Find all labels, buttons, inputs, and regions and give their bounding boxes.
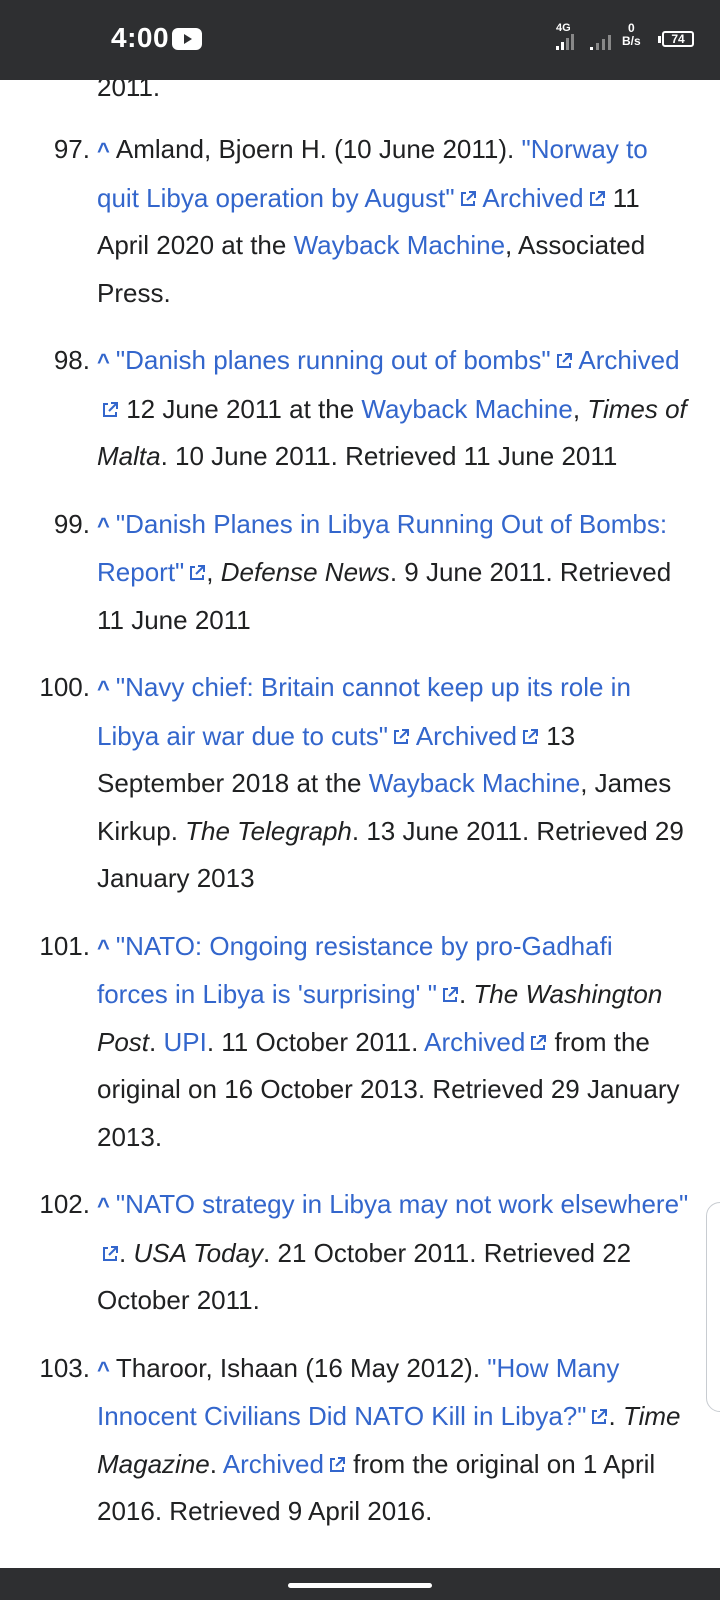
reference-link[interactable]: "Norway to quit Libya operation by Augus… [97, 134, 648, 213]
reference-text: 12 June 2011 at the [119, 393, 362, 424]
reference-link[interactable]: "NATO strategy in Libya may not work els… [115, 1189, 689, 1219]
home-gesture-bar[interactable] [288, 1583, 432, 1588]
reference-text: . 21 October 2011. Retrieved 22 October … [97, 1237, 632, 1316]
reference-text: , [206, 557, 221, 587]
network-speed-unit: B/s [622, 34, 641, 48]
external-link-icon[interactable] [590, 1394, 608, 1424]
reference-link[interactable]: Archived [222, 1448, 324, 1479]
reference-link[interactable]: "Navy chief: Britain cannot keep up its … [97, 672, 631, 751]
reference-item: 101. ^ "NATO: Ongoing resistance by pro-Ga… [0, 923, 720, 1162]
reference-text: . [149, 1026, 164, 1057]
reference-text: . [458, 979, 474, 1009]
backlink-caret[interactable]: ^ [97, 1356, 110, 1382]
reference-number: 98. [53, 345, 90, 375]
battery-level: 74 [671, 32, 685, 46]
reference-text: The Washington Post [97, 979, 663, 1057]
reference-text: Amland, Bjoern H. (10 June 2011). [115, 134, 522, 164]
reference-item: 100. ^ "Navy chief: Britain cannot keep up… [0, 664, 720, 903]
reference-text: , Associated Press. [97, 230, 646, 308]
navigation-bar [0, 1568, 720, 1600]
backlink-caret[interactable]: ^ [97, 349, 110, 374]
reference-link[interactable]: UPI [163, 1026, 207, 1057]
external-link-icon[interactable] [588, 176, 606, 206]
reference-link[interactable]: "Danish planes running out of bombs" [115, 345, 551, 375]
reference-number: 101. [39, 930, 90, 961]
external-link-icon[interactable] [529, 1020, 547, 1050]
status-time: 4:00 [111, 22, 170, 53]
backlink-caret[interactable]: ^ [97, 676, 110, 701]
reference-text: Tharoor, Ishaan (16 May 2012). [115, 1352, 488, 1383]
reference-number: 99. [53, 508, 90, 539]
backlink-caret[interactable]: ^ [97, 1193, 110, 1218]
external-link-icon[interactable] [101, 387, 119, 417]
reference-link[interactable]: Archived [578, 345, 680, 375]
external-link-icon[interactable] [101, 1231, 119, 1261]
reference-text: . [209, 1448, 223, 1479]
network-speed: 0 B/s [622, 22, 641, 48]
reference-text: . 13 June 2011. Retrieved 29 January 201… [97, 815, 684, 894]
external-link-icon[interactable] [328, 1442, 346, 1472]
reference-link[interactable]: Wayback Machine [361, 393, 573, 424]
battery-icon: 74 [662, 31, 694, 47]
reference-link[interactable]: Archived [415, 720, 517, 751]
reference-text: . 10 June 2011. Retrieved 11 June 2011 [160, 441, 618, 471]
reference-text: . [608, 1401, 623, 1431]
reference-text: USA Today [133, 1237, 264, 1268]
references-list: 97. ^ Amland, Bjoern H. (10 June 2011). "N… [0, 126, 720, 1556]
reference-text: Times of Malta [97, 393, 687, 472]
reference-link[interactable]: Archived [482, 182, 584, 213]
battery-tip [658, 36, 661, 43]
external-link-icon[interactable] [555, 338, 573, 368]
signal-icon [556, 34, 574, 50]
reference-link[interactable]: "Danish Planes in Libya Running Out of B… [97, 508, 668, 588]
reference-number: 102. [39, 1189, 90, 1219]
reference-text: . 11 October 2011. [206, 1026, 425, 1057]
reference-number: 103. [39, 1352, 90, 1383]
reference-text: The Telegraph [185, 815, 352, 846]
reference-text: . [119, 1237, 134, 1268]
backlink-caret[interactable]: ^ [97, 138, 110, 163]
youtube-icon [172, 28, 202, 50]
reference-number: 100. [39, 672, 90, 702]
backlink-caret[interactable]: ^ [97, 512, 110, 538]
scroll-handle[interactable] [706, 1202, 720, 1412]
reference-text: 13 September 2018 at the [97, 720, 576, 799]
reference-item: 102. ^ "NATO strategy in Libya may not wor… [0, 1181, 720, 1325]
network-speed-value: 0 [628, 21, 635, 35]
status-bar: 4:00 4G 0 B/s 74 [0, 0, 720, 80]
reference-link[interactable]: "How Many Innocent Civilians Did NATO Ki… [97, 1352, 620, 1432]
reference-text: Time Magazine [97, 1401, 681, 1479]
reference-text: from the original on 16 October 2013. Re… [97, 1026, 680, 1152]
reference-item: 98. ^ "Danish planes running out of bombs"… [0, 337, 720, 481]
reference-text: 11 April 2020 at the [97, 182, 640, 261]
external-link-icon[interactable] [441, 972, 459, 1002]
reference-link[interactable]: Wayback Machine [368, 768, 581, 798]
signal-icon-secondary [590, 35, 611, 50]
reference-link[interactable]: "NATO: Ongoing resistance by pro-Gadhafi… [97, 930, 613, 1010]
reference-item: 103. ^ Tharoor, Ishaan (16 May 2012). "How… [0, 1345, 720, 1536]
external-link-icon[interactable] [392, 714, 410, 744]
external-link-icon[interactable] [188, 550, 206, 580]
reference-link[interactable]: Wayback Machine [293, 230, 506, 260]
reference-text: , James Kirkup. [97, 768, 672, 846]
reference-number: 97. [53, 134, 90, 164]
reference-item: 99. ^ "Danish Planes in Libya Running Out … [0, 501, 720, 645]
reference-text: from the original on 1 April 2016. Retri… [97, 1448, 656, 1527]
network-type: 4G [556, 22, 571, 34]
external-link-icon[interactable] [459, 176, 477, 206]
reference-link[interactable]: Archived [424, 1026, 526, 1057]
reference-text: . 9 June 2011. Retrieved 11 June 2011 [97, 557, 672, 635]
external-link-icon[interactable] [521, 714, 539, 744]
reference-item: 97. ^ Amland, Bjoern H. (10 June 2011). "N… [0, 126, 720, 317]
reference-text: , [572, 393, 588, 424]
backlink-caret[interactable]: ^ [97, 934, 110, 960]
reference-text: Defense News [220, 557, 390, 587]
